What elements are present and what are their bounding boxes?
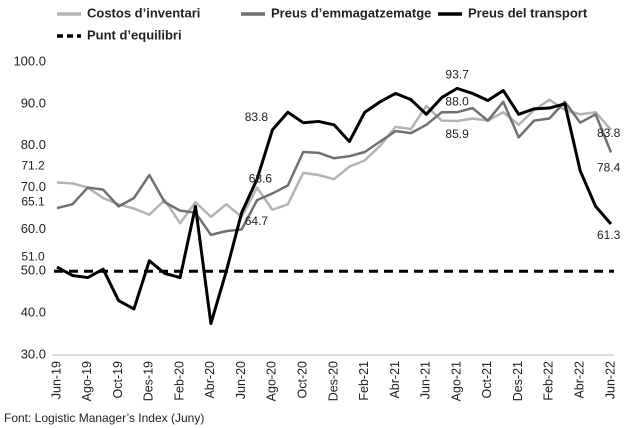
data-label: 68.6: [249, 172, 273, 186]
x-tick-label: Jun-20: [234, 361, 248, 399]
data-label: 61.3: [597, 228, 621, 242]
x-tick-label: Jun-19: [49, 361, 63, 399]
x-tick-label: Feb-20: [172, 361, 186, 401]
y-tick-label: 70.0: [21, 179, 46, 194]
series-line: [56, 100, 613, 237]
legend-text: Punt d’equilibri: [87, 27, 182, 42]
x-tick-label: Des-21: [511, 361, 525, 401]
x-tick-label: Feb-22: [542, 361, 556, 401]
data-label: 64.7: [245, 214, 269, 228]
x-tick-label: Oct-21: [480, 361, 494, 399]
y-tick-label: 40.0: [21, 305, 46, 320]
data-label: 71.2: [21, 159, 45, 173]
x-tick-label: Ago-19: [80, 361, 94, 401]
x-tick-label: Abr-22: [573, 361, 587, 399]
legend-text: Preus d’emmagatzematge: [271, 5, 431, 20]
data-label: 51.0: [21, 249, 45, 263]
x-tick-label: Abr-21: [388, 361, 402, 399]
y-tick-label: 90.0: [21, 95, 46, 110]
x-tick-label: Des-20: [326, 361, 340, 401]
y-tick-label: 50.0: [21, 263, 46, 278]
x-tick-label: Oct-19: [111, 361, 125, 399]
legend-text: Preus del transport: [468, 5, 588, 20]
x-tick-label: Jun-21: [419, 361, 433, 399]
legend-text: Costos d’inventari: [87, 5, 200, 20]
y-tick-label: 80.0: [21, 137, 46, 152]
data-label: 83.8: [245, 110, 269, 124]
y-tick-label: 30.0: [21, 346, 46, 361]
x-tick-label: Oct-20: [296, 361, 310, 399]
series-line: [56, 98, 612, 225]
data-label: 78.4: [597, 161, 621, 175]
x-tick-label: Jun-22: [603, 361, 617, 399]
x-tick-label: Ago-21: [449, 361, 463, 401]
data-label: 65.1: [21, 194, 45, 208]
x-tick-label: Feb-21: [357, 361, 371, 401]
data-label: 85.9: [445, 127, 469, 141]
data-label: 83.8: [597, 126, 621, 140]
y-tick-label: 60.0: [21, 221, 46, 236]
y-tick-label: 100.0: [13, 53, 46, 68]
x-tick-label: Abr-20: [203, 361, 217, 399]
data-label: 93.7: [445, 68, 469, 82]
x-tick-label: Des-19: [142, 361, 156, 401]
series-line: [56, 86, 613, 326]
x-tick-label: Ago-20: [265, 361, 279, 401]
data-label: 88.0: [445, 94, 469, 108]
source-note: Font: Logistic Manager’s Index (Juny): [4, 411, 204, 425]
